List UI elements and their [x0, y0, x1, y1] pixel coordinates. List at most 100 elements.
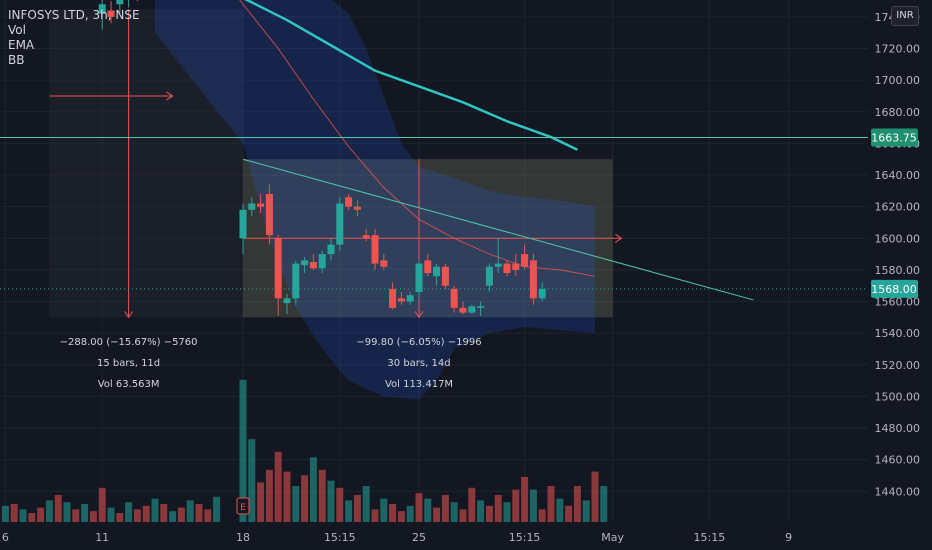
volume-bar	[556, 498, 564, 522]
y-tick-label: 1520.00	[875, 359, 921, 372]
volume-bar	[424, 498, 432, 522]
volume-bar	[565, 505, 573, 522]
volume-bar	[265, 469, 273, 522]
volume-bar	[72, 509, 80, 522]
measure-volume: Vol 63.563M	[97, 379, 160, 390]
volume-bar	[521, 477, 529, 522]
volume-bar	[63, 502, 71, 522]
plot-area: E	[0, 0, 868, 522]
x-tick-label: 6	[2, 531, 9, 544]
volume-bar	[160, 504, 168, 522]
volume-bar	[477, 500, 485, 522]
volume-bar	[450, 502, 458, 522]
x-tick-label: 18	[236, 531, 250, 544]
volume-bar	[10, 504, 18, 522]
trend-line	[242, 158, 754, 301]
volume-bar	[274, 451, 282, 522]
candle-body	[265, 194, 273, 236]
measure-stats-right: −99.80 (−6.05%) −1996 30 bars, 14d Vol 1…	[356, 332, 481, 395]
volume-bar	[512, 489, 520, 522]
y-tick-label: 1620.00	[875, 201, 921, 214]
volume-bar	[98, 487, 106, 522]
measure-bars: 30 bars, 14d	[387, 358, 451, 369]
indicator-ema[interactable]: EMA	[8, 38, 35, 52]
volume-bar	[301, 475, 309, 522]
candle-body	[433, 266, 441, 277]
candle-body	[239, 209, 247, 239]
measure-box	[49, 9, 244, 318]
y-tick-label: 1460.00	[875, 454, 921, 467]
measure-change: −288.00 (−15.67%) −5760	[59, 337, 198, 348]
candle-body	[309, 262, 317, 269]
volume-bar	[151, 498, 159, 522]
ema-line	[244, 0, 578, 151]
candle-body	[107, 10, 115, 17]
candle-body	[521, 254, 529, 267]
volume-bar	[37, 507, 45, 522]
volume-bar	[327, 480, 335, 522]
volume-bar	[459, 509, 467, 522]
measure-change: −99.80 (−6.05%) −1996	[356, 337, 482, 348]
indicator-bb[interactable]: BB	[8, 53, 25, 67]
volume-bar	[283, 471, 291, 522]
volume-bar	[494, 495, 502, 522]
volume-bar	[406, 505, 414, 522]
measure-arrow-right	[615, 233, 623, 243]
price-label-bg	[871, 128, 918, 147]
price-label: 1663.75	[871, 131, 917, 144]
volume-bar	[186, 500, 194, 522]
volume-bar	[89, 511, 97, 522]
x-tick-label: 11	[95, 531, 109, 544]
candle-body	[301, 260, 309, 266]
volume-bar	[116, 513, 124, 522]
y-tick-label: 1480.00	[875, 422, 921, 435]
volume-bar	[169, 511, 177, 522]
price-label: 1568.00	[871, 283, 917, 296]
candle-body	[485, 266, 493, 286]
y-tick-label: 1640.00	[875, 169, 921, 182]
volume-bar	[213, 496, 221, 522]
volume-bar	[538, 509, 546, 522]
volume-bar	[133, 509, 141, 522]
volume-bar	[1, 505, 9, 522]
volume-bar	[362, 486, 370, 522]
volume-bar	[371, 509, 379, 522]
volume-bar	[485, 505, 493, 522]
candle-body	[538, 288, 546, 299]
volume-bar	[336, 487, 344, 522]
volume-bar	[441, 495, 449, 522]
candle-body	[336, 203, 344, 245]
x-tick-label: 15:15	[694, 531, 726, 544]
volume-bar	[54, 495, 62, 522]
y-tick-label: 1540.00	[875, 327, 921, 340]
y-tick-label: 1700.00	[875, 74, 921, 87]
measure-arrow-down	[414, 311, 424, 319]
volume-bar	[353, 495, 361, 522]
candle-body	[415, 263, 423, 293]
candle-body	[441, 266, 449, 286]
volume-bar	[389, 504, 397, 522]
bb-band	[155, 0, 595, 400]
volume-bar	[292, 486, 300, 522]
y-tick-label: 1680.00	[875, 106, 921, 119]
indicator-vol[interactable]: Vol	[8, 23, 26, 37]
symbol-title[interactable]: INFOSYS LTD, 3h, NSE	[8, 8, 140, 22]
candle-body	[503, 263, 511, 274]
measure-arrow-down	[124, 311, 134, 319]
y-tick-label: 1580.00	[875, 264, 921, 277]
volume-bar	[380, 498, 388, 522]
volume-bar	[248, 439, 256, 522]
x-tick-label: May	[601, 531, 624, 544]
volume-bar	[318, 469, 326, 522]
volume-bar	[107, 507, 115, 522]
volume-bar	[468, 487, 476, 522]
volume-bar	[257, 482, 265, 522]
currency-button[interactable]: INR	[891, 6, 919, 26]
volume-bar	[582, 500, 590, 522]
volume-bar	[142, 505, 150, 522]
y-tick-label: 1600.00	[875, 232, 921, 245]
candle-body	[389, 288, 397, 308]
volume-bar	[600, 486, 608, 522]
y-tick-label: 1560.00	[875, 296, 921, 309]
